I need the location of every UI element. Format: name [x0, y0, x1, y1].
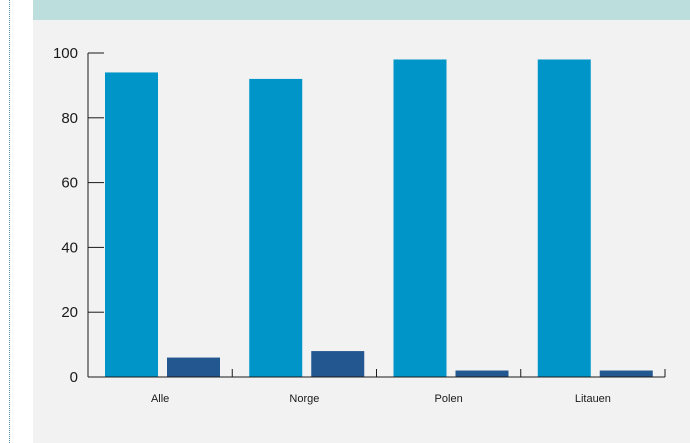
bar-series2-litauen: [599, 370, 653, 377]
y-tick-label-40: 40: [61, 239, 78, 256]
x-tick-label-norge: Norge: [289, 393, 319, 405]
bar-series1-alle: [105, 72, 158, 377]
bar-series2-alle: [167, 357, 220, 377]
y-tick-label-60: 60: [61, 175, 78, 192]
bars-group: [105, 59, 653, 378]
y-tick-label-20: 20: [61, 304, 78, 321]
labels-group: Alle Norge Polen Litauen 0 20 40 60 80 100: [53, 45, 611, 405]
bar-series1-litauen: [537, 59, 591, 377]
y-tick-label-0: 0: [70, 369, 78, 386]
page-margin-rule: [9, 0, 10, 443]
x-tick-label-litauen: Litauen: [575, 393, 611, 405]
bar-series2-norge: [311, 351, 365, 377]
x-tick-label-alle: Alle: [151, 393, 169, 405]
bar-series1-polen: [393, 59, 447, 377]
axes-group: [87, 52, 666, 378]
x-tick-label-polen: Polen: [435, 393, 463, 405]
y-tick-label-80: 80: [61, 110, 78, 127]
bar-series2-polen: [455, 370, 509, 377]
bar-series1-norge: [249, 78, 303, 378]
y-tick-label-100: 100: [53, 45, 78, 62]
chart-header-band: [33, 0, 690, 20]
